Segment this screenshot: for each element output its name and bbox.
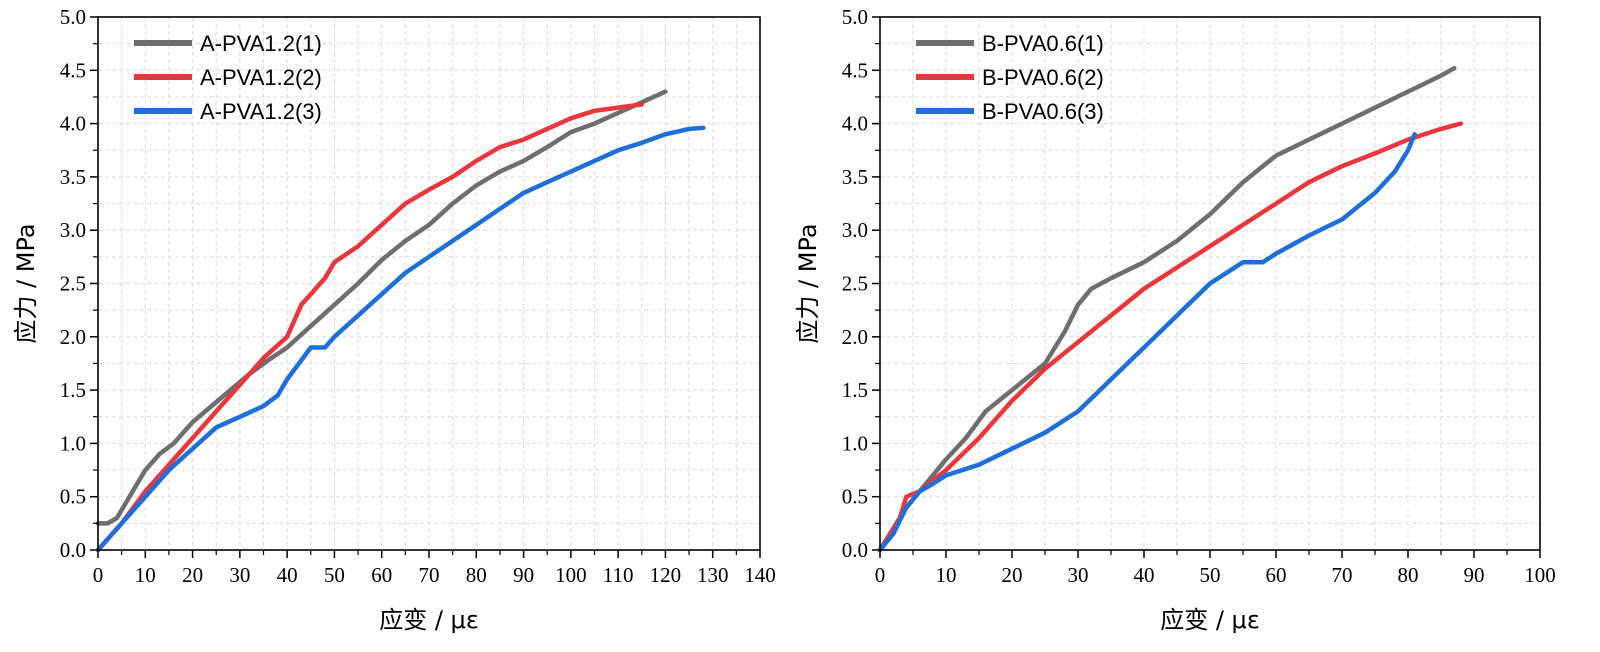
y-tick-label: 0.5: [60, 485, 86, 509]
chart-right: 0 10 20 30 40 50 60 70 80 90 100 0.0 0.5 1.0 1.5 2.0 2.5…: [794, 5, 1556, 634]
x-tick-label: 90: [513, 563, 534, 587]
x-tick-label: 0: [875, 563, 886, 587]
y-tick-label: 4.5: [60, 58, 86, 82]
grid: [98, 17, 760, 550]
x-tick-label: 70: [419, 563, 440, 587]
x-tick-label: 10: [135, 563, 156, 587]
y-axis-title: 应力 / MPa: [12, 223, 40, 343]
x-tick-label: 100: [555, 563, 587, 587]
series-line-3: [877, 132, 1417, 553]
x-axis: 0 10 20 30 40 50 60 70 80 90 100: [875, 550, 1556, 587]
x-tick-label: 70: [1332, 563, 1353, 587]
grid: [880, 17, 1540, 550]
x-tick-label: 140: [744, 563, 776, 587]
x-tick-label: 50: [1200, 563, 1221, 587]
legend-label-2: A-PVA1.2(2): [200, 65, 322, 90]
legend: B-PVA0.6(1) B-PVA0.6(2) B-PVA0.6(3): [916, 31, 1104, 124]
y-tick-label: 5.0: [60, 5, 86, 29]
y-tick-label: 2.0: [842, 325, 868, 349]
series-line-2: [95, 102, 645, 553]
y-tick-label: 1.5: [60, 378, 86, 402]
y-tick-label: 0.0: [60, 538, 86, 562]
y-axis: 0.0 0.5 1.0 1.5 2.0 2.5 3.0 3.5 4.0 4.5 5.0: [60, 5, 98, 562]
y-tick-label: 1.5: [842, 378, 868, 402]
y-tick-label: 3.0: [842, 218, 868, 242]
legend: A-PVA1.2(1) A-PVA1.2(2) A-PVA1.2(3): [134, 31, 322, 124]
y-tick-label: 2.5: [842, 272, 868, 296]
x-tick-label: 10: [936, 563, 957, 587]
series-group: [95, 89, 706, 553]
x-tick-label: 40: [277, 563, 298, 587]
y-axis: 0.0 0.5 1.0 1.5 2.0 2.5 3.0 3.5 4.0 4.5 5.0: [842, 5, 880, 562]
x-tick-label: 130: [697, 563, 729, 587]
series-line-1: [95, 89, 668, 526]
y-tick-label: 0.5: [842, 485, 868, 509]
y-tick-label: 4.5: [842, 58, 868, 82]
series-group: [877, 65, 1464, 553]
x-axis: 0 10 20 30 40 50 60 70 80 90 100 110 120 130 140: [93, 550, 776, 587]
y-tick-label: 5.0: [842, 5, 868, 29]
y-tick-label: 1.0: [60, 431, 86, 455]
y-tick-label: 3.5: [842, 165, 868, 189]
x-tick-label: 0: [93, 563, 104, 587]
x-tick-label: 100: [1524, 563, 1556, 587]
y-tick-label: 0.0: [842, 538, 868, 562]
x-tick-label: 120: [650, 563, 682, 587]
x-tick-label: 60: [371, 563, 392, 587]
x-tick-label: 110: [603, 563, 634, 587]
y-tick-label: 4.0: [60, 112, 86, 136]
x-tick-label: 60: [1266, 563, 1287, 587]
y-axis-title: 应力 / MPa: [794, 223, 822, 343]
chart-left: 0 10 20 30 40 50 60 70 80 90 100 110 120 130 140 0.0 0.5…: [12, 5, 776, 634]
y-tick-label: 4.0: [842, 112, 868, 136]
x-axis-title: 应变 / με: [379, 606, 479, 634]
legend-label-2: B-PVA0.6(2): [982, 65, 1104, 90]
legend-label-3: B-PVA0.6(3): [982, 99, 1104, 124]
x-tick-label: 30: [1068, 563, 1089, 587]
x-tick-label: 20: [182, 563, 203, 587]
x-tick-label: 50: [324, 563, 345, 587]
x-tick-label: 80: [1398, 563, 1419, 587]
legend-label-1: A-PVA1.2(1): [200, 31, 322, 56]
y-tick-label: 3.0: [60, 218, 86, 242]
y-tick-label: 3.5: [60, 165, 86, 189]
x-tick-label: 90: [1464, 563, 1485, 587]
x-tick-label: 40: [1134, 563, 1155, 587]
x-tick-label: 20: [1002, 563, 1023, 587]
y-tick-label: 2.0: [60, 325, 86, 349]
x-axis-title: 应变 / με: [1160, 606, 1260, 634]
y-tick-label: 2.5: [60, 272, 86, 296]
legend-label-1: B-PVA0.6(1): [982, 31, 1104, 56]
x-tick-label: 80: [466, 563, 487, 587]
y-tick-label: 1.0: [842, 431, 868, 455]
series-line-3: [95, 125, 706, 553]
legend-label-3: A-PVA1.2(3): [200, 99, 322, 124]
x-tick-label: 30: [229, 563, 250, 587]
series-line-1: [877, 65, 1457, 553]
